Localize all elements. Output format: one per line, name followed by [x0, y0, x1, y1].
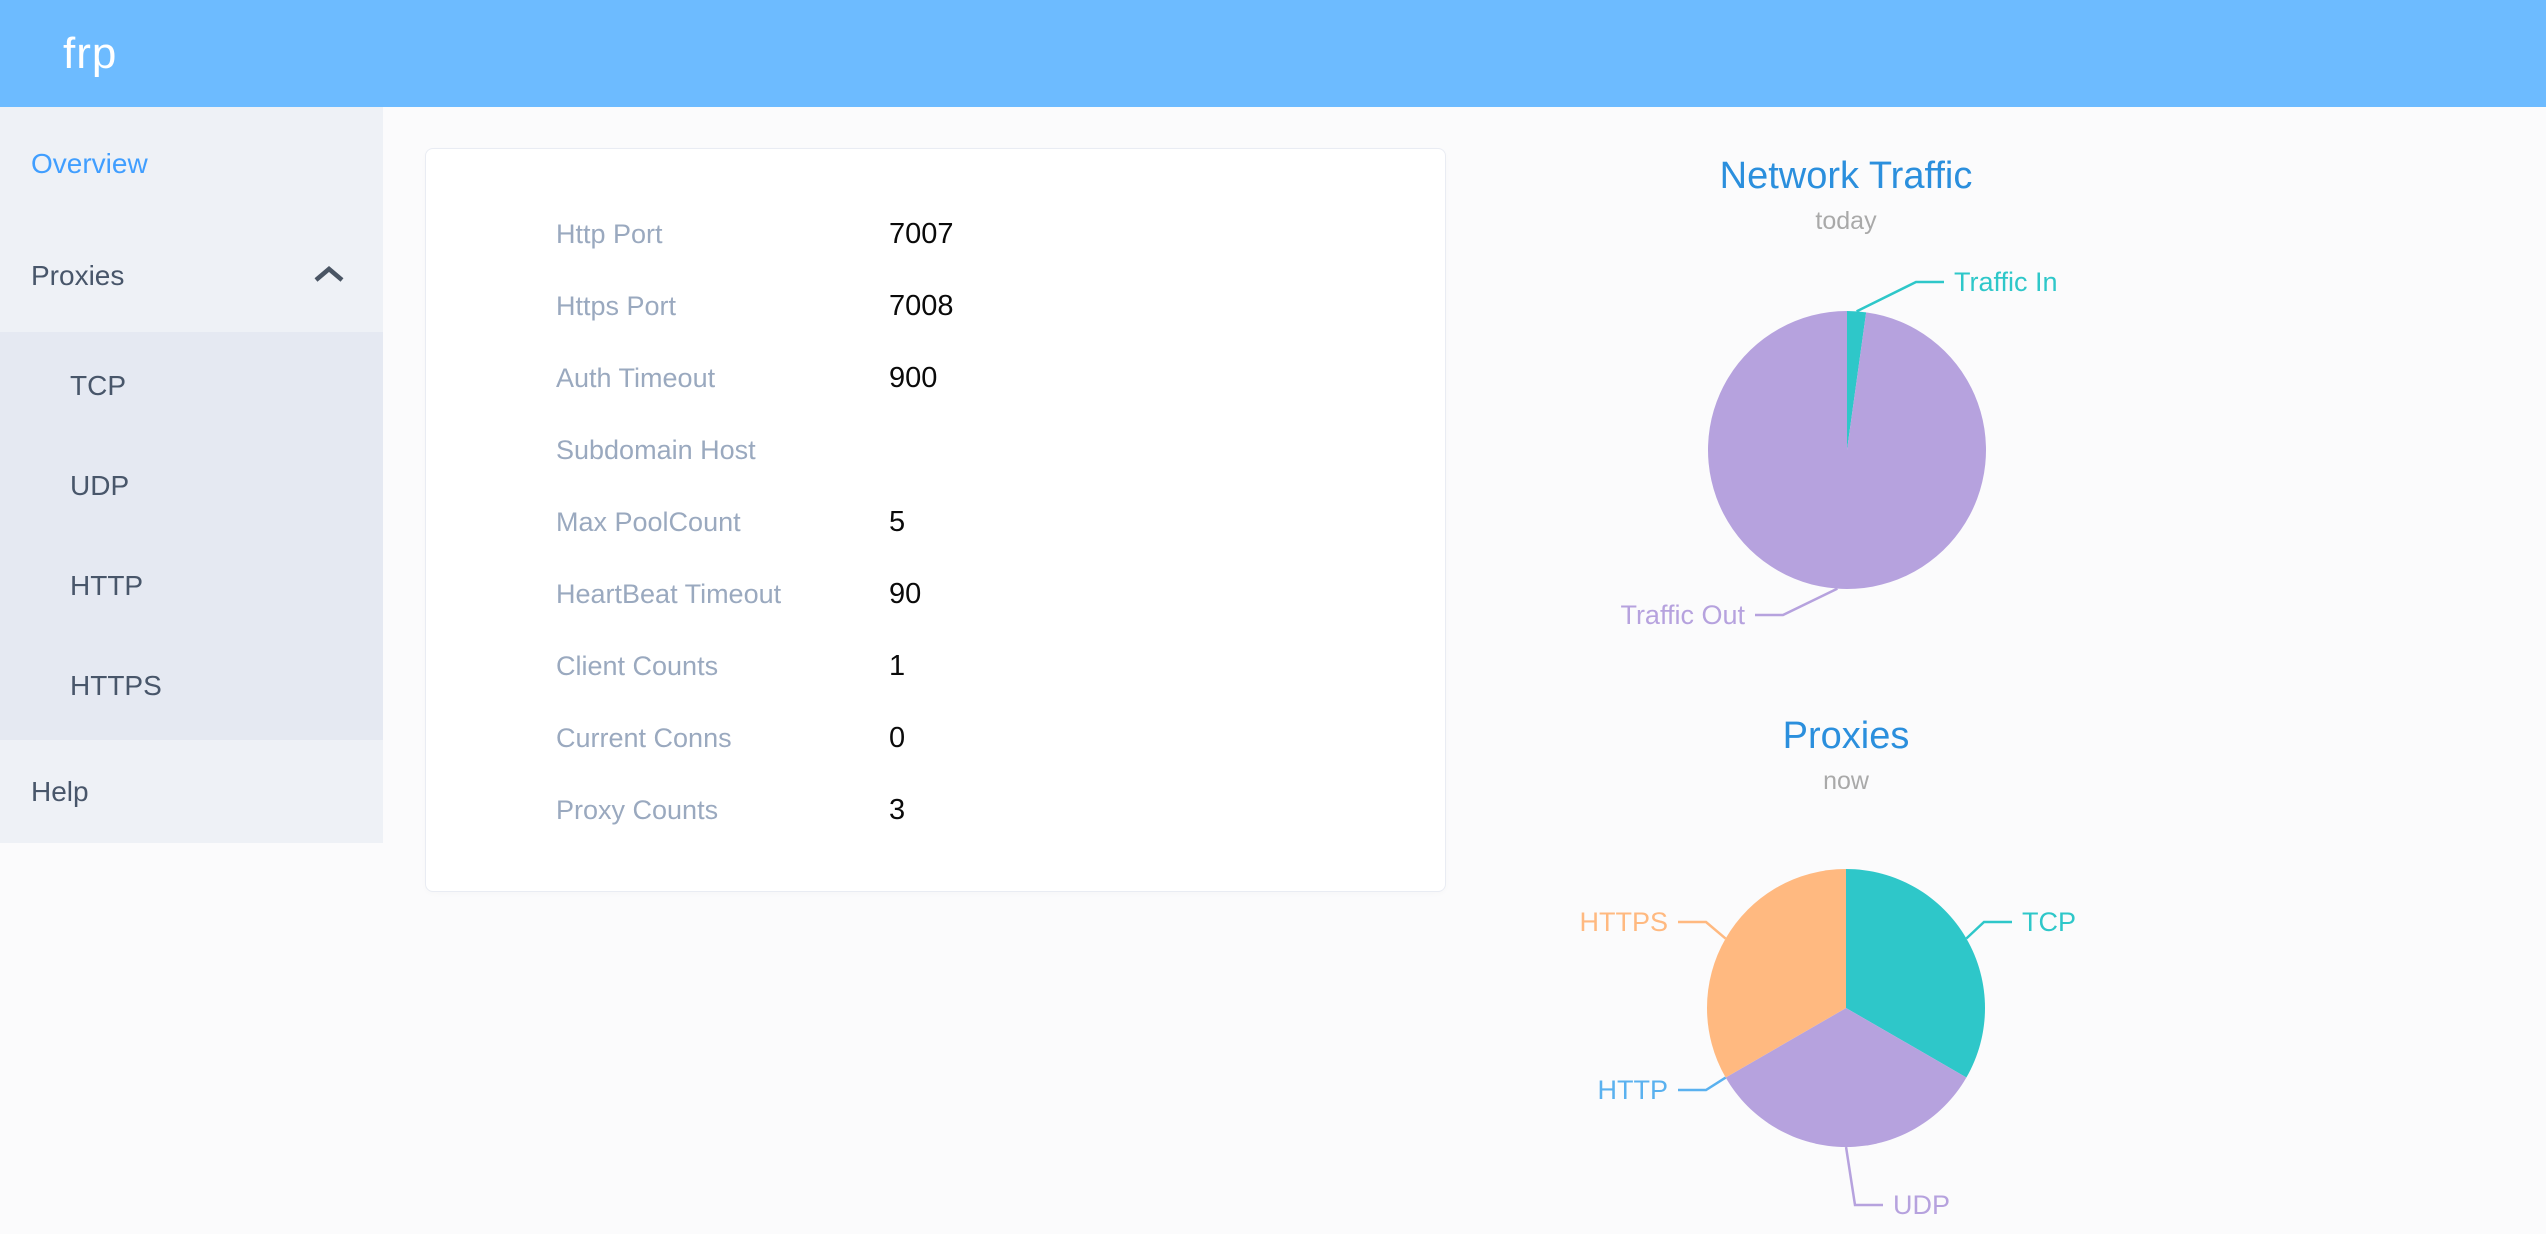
info-row-https-port: Https Port 7008 [426, 270, 1445, 342]
proxies-pie: TCP UDP HTTP HTTPS [1579, 869, 2076, 1220]
sidebar-item-label: HTTPS [70, 670, 162, 701]
pie-label-line-traffic-in [1856, 280, 1944, 313]
info-label: Auth Timeout [556, 362, 716, 393]
server-info-card: Http Port 7007 Https Port 7008 Auth Time… [425, 148, 1446, 892]
info-label: Subdomain Host [556, 434, 756, 465]
server-info-list: Http Port 7007 Https Port 7008 Auth Time… [426, 149, 1445, 846]
info-row-http-port: Http Port 7007 [426, 198, 1445, 270]
top-header-bar: frp [0, 0, 2546, 107]
sidebar-item-label: HTTP [70, 570, 144, 601]
sidebar-item-proxies[interactable]: Proxies [0, 220, 383, 332]
pie-label-line-http [1678, 1076, 1727, 1092]
sidebar-item-label: TCP [70, 370, 126, 401]
sidebar-item-http[interactable]: HTTP [0, 536, 383, 636]
sidebar-item-label: Overview [31, 147, 148, 179]
sidebar-item-label: Help [31, 776, 89, 807]
chart-title: Proxies [1782, 715, 1910, 757]
pie-label-line-tcp [1965, 920, 2012, 940]
info-row-heartbeat-timeout: HeartBeat Timeout 90 [426, 558, 1445, 630]
pie-slice-traffic-out[interactable] [1708, 311, 1986, 589]
info-label: HeartBeat Timeout [556, 578, 782, 609]
chart-subtitle: now [1823, 767, 1869, 795]
pie-label-traffic-out: Traffic Out [1620, 600, 1745, 630]
info-label: Proxy Counts [556, 794, 719, 825]
chart-title: Network Traffic [1719, 155, 1973, 197]
info-value: 90 [889, 577, 922, 610]
pie-label-line-https [1678, 920, 1727, 940]
pie-label-http: HTTP [1598, 1075, 1669, 1105]
pie-label-https: HTTPS [1579, 907, 1668, 937]
sidebar-item-udp[interactable]: UDP [0, 436, 383, 536]
info-value: 3 [889, 793, 906, 826]
sidebar: Overview Proxies TCP UDP HTTP HTTPS Help [0, 107, 383, 843]
info-value: 7008 [889, 289, 954, 322]
info-label: Https Port [556, 290, 677, 321]
info-label: Current Conns [556, 722, 732, 753]
sidebar-item-tcp[interactable]: TCP [0, 336, 383, 436]
network-traffic-chart: Network Traffic today Traffic In Traffic … [1556, 140, 2136, 700]
pie-label-tcp: TCP [2022, 907, 2076, 937]
info-value: 7007 [889, 217, 954, 250]
pie-label-line-traffic-out [1755, 587, 1838, 617]
sidebar-item-label: Proxies [31, 260, 125, 291]
proxies-submenu: TCP UDP HTTP HTTPS [0, 332, 383, 740]
pie-slice-https[interactable] [1707, 869, 1846, 1078]
info-row-subdomain-host: Subdomain Host [426, 414, 1445, 486]
info-row-current-conns: Current Conns 0 [426, 702, 1445, 774]
pie-label-line-udp [1844, 1146, 1883, 1207]
info-value: 0 [889, 721, 906, 754]
chart-subtitle: today [1815, 207, 1877, 235]
app-logo: frp [63, 29, 118, 78]
pie-slice-traffic-in[interactable] [1847, 311, 1867, 450]
pie-label-traffic-in: Traffic In [1954, 267, 2058, 297]
sidebar-item-help[interactable]: Help [0, 740, 383, 844]
chevron-up-icon [313, 260, 345, 292]
info-label: Max PoolCount [556, 506, 741, 537]
pie-slice-udp[interactable] [1725, 1008, 1967, 1147]
pie-label-udp: UDP [1893, 1190, 1950, 1220]
network-traffic-pie: Traffic In Traffic Out [1620, 267, 2058, 630]
sidebar-item-https[interactable]: HTTPS [0, 636, 383, 736]
info-value: 900 [889, 361, 938, 394]
pie-slice-tcp[interactable] [1846, 869, 1985, 1078]
info-row-auth-timeout: Auth Timeout 900 [426, 342, 1445, 414]
info-value: 1 [889, 649, 906, 682]
sidebar-item-label: UDP [70, 470, 130, 501]
info-label: Client Counts [556, 650, 719, 681]
info-value: 5 [889, 505, 906, 538]
info-label: Http Port [556, 218, 663, 249]
info-row-client-counts: Client Counts 1 [426, 630, 1445, 702]
info-row-max-poolcount: Max PoolCount 5 [426, 486, 1445, 558]
info-row-proxy-counts: Proxy Counts 3 [426, 774, 1445, 846]
proxies-chart: Proxies now TCP UDP HTTP HTTPS [1556, 700, 2136, 1234]
sidebar-item-overview[interactable]: Overview [0, 107, 383, 220]
